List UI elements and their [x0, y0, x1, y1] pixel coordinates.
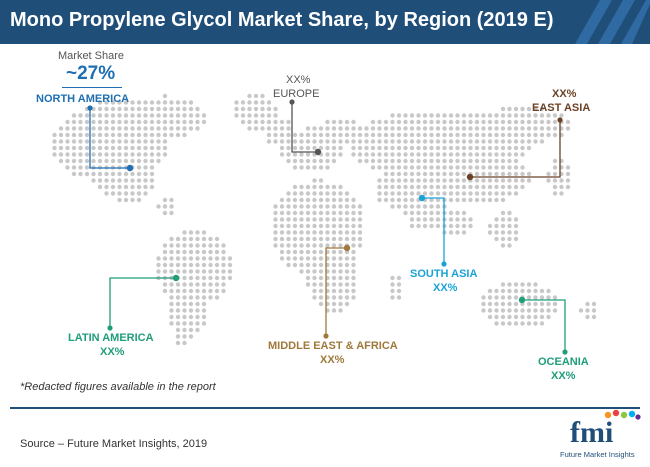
- south-asia-marker: [418, 194, 426, 202]
- europe-value: XX%: [286, 74, 311, 86]
- latin-america-name: LATIN AMERICA: [68, 332, 154, 344]
- oceania-leader-end: [562, 349, 568, 355]
- chart-title: Mono Propylene Glycol Market Share, by R…: [10, 9, 554, 31]
- north-america-marker: [126, 164, 134, 172]
- latin-america-value: XX%: [100, 346, 125, 358]
- north-america-underline: [62, 87, 122, 88]
- map-dots: [52, 93, 597, 346]
- middle-east-africa-leader-line: [325, 247, 347, 336]
- east-asia-leader-line: [470, 120, 561, 178]
- fmi-logo: fmi Future Market Insights: [558, 408, 642, 462]
- europe-name: EUROPE: [273, 88, 320, 100]
- north-america-name: NORTH AMERICA: [36, 93, 130, 105]
- oceania-value: XX%: [551, 370, 576, 382]
- latin-america-leader-line: [109, 277, 176, 328]
- source-text: Source – Future Market Insights, 2019: [20, 438, 208, 450]
- east-asia-marker: [466, 173, 474, 181]
- market-share-label: Market Share: [58, 50, 125, 62]
- oceania-leader-line: [522, 299, 566, 352]
- logo-letters: fmi: [570, 416, 614, 449]
- east-asia-name: EAST ASIA: [532, 102, 591, 114]
- north-america-leader-end: [87, 105, 93, 111]
- logo-tagline: Future Market Insights: [560, 450, 635, 459]
- fmi-logo-graphic: [604, 409, 641, 420]
- south-asia-leader-end: [441, 261, 447, 267]
- north-america-value: ~27%: [66, 63, 116, 84]
- south-asia-value: XX%: [433, 282, 458, 294]
- dotted-world-map: [52, 93, 597, 355]
- east-asia-value: XX%: [552, 88, 577, 100]
- north-america-leader-line: [89, 108, 130, 169]
- footer-divider: [10, 407, 640, 409]
- middle-east-africa-marker: [343, 244, 351, 252]
- oceania-marker: [518, 296, 526, 304]
- redacted-note: *Redacted figures available in the repor…: [20, 381, 216, 393]
- latin-america-marker: [172, 274, 180, 282]
- leader-lines: [87, 99, 568, 355]
- south-asia-name: SOUTH ASIA: [410, 268, 478, 280]
- title-decoration: [575, 0, 650, 44]
- middle-east-africa-leader-end: [323, 333, 329, 339]
- title-bar: Mono Propylene Glycol Market Share, by R…: [0, 0, 650, 44]
- middle-east-africa-value: XX%: [320, 354, 345, 366]
- europe-marker: [314, 148, 322, 156]
- europe-leader-line: [291, 102, 318, 153]
- latin-america-leader-end: [107, 325, 113, 331]
- middle-east-africa-name: MIDDLE EAST & AFRICA: [268, 340, 398, 352]
- east-asia-leader-end: [557, 117, 563, 123]
- oceania-name: OCEANIA: [538, 356, 589, 368]
- south-asia-leader-line: [422, 197, 445, 264]
- europe-leader-end: [289, 99, 295, 105]
